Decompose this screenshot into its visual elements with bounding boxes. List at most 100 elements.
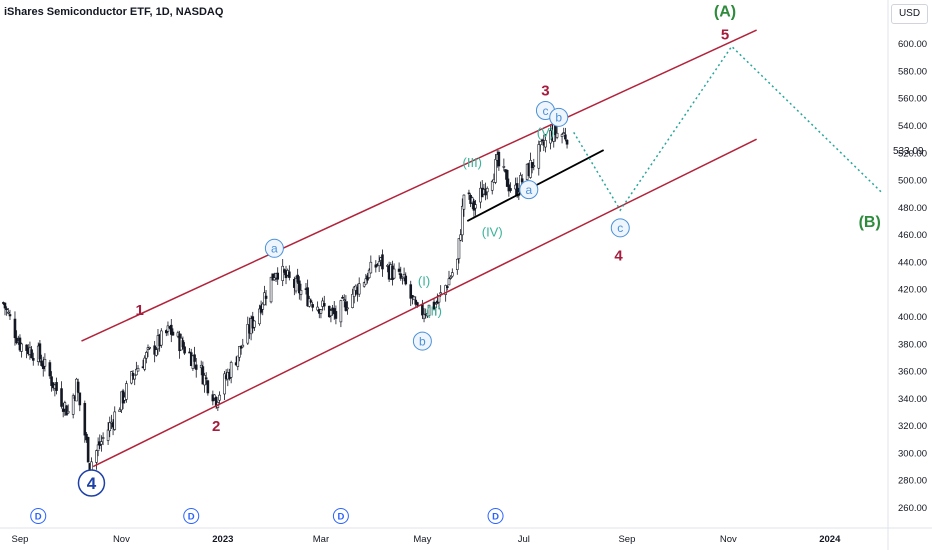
candle-body <box>181 340 185 348</box>
candle-body <box>166 325 170 332</box>
candle-body <box>125 383 128 400</box>
candle-body <box>346 307 349 310</box>
price-tick-label: 280.00 <box>898 476 927 487</box>
candle-body <box>409 284 413 299</box>
candle-body <box>206 380 210 394</box>
currency-button[interactable]: USD <box>891 4 928 24</box>
candle-body <box>86 437 90 463</box>
candle-body <box>377 261 381 267</box>
chart-title: iShares Semiconductor ETF, 1D, NASDAQ <box>4 6 224 18</box>
candle-body <box>40 360 43 366</box>
candle-body <box>456 258 459 270</box>
candle-body <box>13 318 17 339</box>
candle-body <box>439 292 442 295</box>
candle-body <box>193 354 196 362</box>
wave-label: 2 <box>212 418 220 435</box>
candle-body <box>241 344 245 348</box>
price-tick-label: 480.00 <box>898 203 927 214</box>
candle-body <box>539 141 542 146</box>
candle-body <box>319 309 323 314</box>
candle-body <box>143 357 146 370</box>
candle-body <box>100 441 103 445</box>
price-tick-label: 340.00 <box>898 394 927 405</box>
candle-body <box>416 302 419 306</box>
dividend-marker <box>30 508 47 524</box>
candle-body <box>20 343 23 352</box>
candle-body <box>236 355 240 367</box>
candle-body <box>131 372 135 377</box>
candle-body <box>351 294 354 308</box>
candle-body <box>271 273 275 281</box>
candle-body <box>261 303 265 310</box>
candle-body <box>3 302 7 309</box>
candle-body <box>164 330 168 334</box>
wave-label-circle <box>519 180 539 200</box>
candle-body <box>133 374 136 380</box>
candle-body <box>334 311 338 319</box>
candle-body <box>83 403 87 436</box>
candle-body <box>509 188 512 191</box>
price-tick-label: 460.00 <box>898 230 927 241</box>
wave-label: (V) <box>537 125 554 140</box>
dividend-marker-label: D <box>35 512 42 523</box>
candle-body <box>460 205 464 236</box>
candle-body <box>71 395 75 415</box>
candle-body <box>507 184 511 192</box>
candle-body <box>494 159 497 183</box>
candle-body <box>50 376 53 386</box>
candle-body <box>118 409 122 413</box>
candle-body <box>95 450 98 463</box>
wave-label-circle <box>610 218 630 238</box>
candle-body <box>135 368 138 376</box>
candle-body <box>311 304 314 308</box>
wave-label: 5 <box>721 27 729 44</box>
candle-body <box>520 178 524 182</box>
dividend-marker <box>332 508 349 524</box>
candle-body <box>339 300 343 323</box>
price-tick-label: 320.00 <box>898 421 927 432</box>
candle-body <box>204 377 208 380</box>
candle-body <box>485 188 489 193</box>
candle-body <box>8 314 12 317</box>
dividend-marker-label: D <box>492 512 499 523</box>
candle-body <box>296 274 299 283</box>
candle-body <box>309 300 313 303</box>
price-tick-label: 260.00 <box>898 503 927 514</box>
time-tick-label: 2023 <box>212 534 233 545</box>
wave-label-circle <box>549 107 569 127</box>
candle-body <box>169 324 173 335</box>
candle-body <box>470 197 474 204</box>
wave-label: b <box>419 334 426 348</box>
candle-body <box>30 349 33 359</box>
candle-body <box>560 134 564 137</box>
candle-body <box>344 301 348 311</box>
candle-body <box>136 367 140 372</box>
wave-label: c <box>542 104 548 118</box>
time-tick-label: Sep <box>618 534 635 545</box>
candle-body <box>76 381 80 393</box>
wave-label: c <box>617 221 623 235</box>
elliott-channel <box>81 29 757 468</box>
candle-body <box>447 278 451 286</box>
dividend-marker <box>183 508 200 524</box>
candle-body <box>101 437 105 439</box>
candle-body <box>369 261 373 274</box>
candle-body <box>364 278 368 285</box>
wave-label-circle <box>77 469 106 497</box>
candle-body <box>357 283 361 295</box>
candle-body <box>38 343 42 360</box>
candle-body <box>366 275 369 281</box>
candle-body <box>65 405 68 416</box>
candle-body <box>113 411 117 430</box>
candle-body <box>258 308 261 325</box>
candle-body <box>15 337 18 344</box>
price-tick-label: 420.00 <box>898 285 927 296</box>
candle-body <box>288 271 291 278</box>
wave-label: (B) <box>859 214 881 231</box>
price-tick-label: 580.00 <box>898 66 927 77</box>
time-axis[interactable]: Sep Nov 2023 Mar May Jul Sep Nov 2024 <box>12 534 842 545</box>
candle-body <box>352 286 356 297</box>
candle-body <box>218 394 221 401</box>
